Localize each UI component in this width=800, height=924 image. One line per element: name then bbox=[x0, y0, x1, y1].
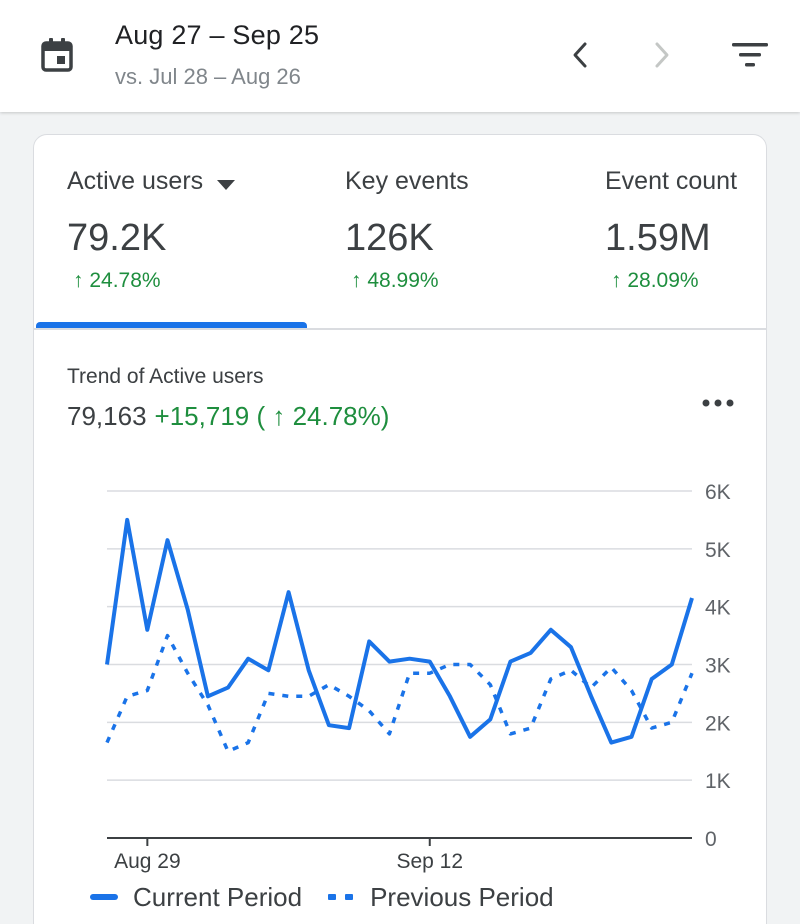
legend-swatch-solid bbox=[90, 894, 118, 900]
x-tick-label: Aug 29 bbox=[114, 850, 181, 873]
metric-change: ↑ 48.99% bbox=[351, 269, 439, 292]
trend-delta: +15,719 ( ↑ 24.78%) bbox=[154, 401, 390, 431]
y-tick-label: 0 bbox=[705, 828, 717, 851]
caret-down-icon[interactable] bbox=[217, 168, 236, 197]
chevron-right-icon bbox=[655, 42, 669, 68]
metric-value: 126K bbox=[345, 217, 434, 259]
previous-period-button[interactable] bbox=[563, 38, 597, 72]
metrics-card: Active users 79.2K ↑ 24.78% Key events 1… bbox=[33, 134, 767, 924]
date-range-title[interactable]: Aug 27 – Sep 25 bbox=[115, 20, 320, 50]
metric-tab-event-count[interactable]: Event count 1.59M ↑ 28.09% bbox=[605, 135, 766, 327]
tab-divider bbox=[34, 328, 766, 330]
series-line-current bbox=[105, 517, 694, 745]
legend-swatch-dotted bbox=[328, 894, 354, 900]
more-horiz-icon bbox=[702, 399, 734, 407]
trend-summary: 79,163 +15,719 ( ↑ 24.78%) bbox=[67, 401, 389, 432]
series-line-previous bbox=[105, 633, 694, 754]
y-tick-label: 4K bbox=[705, 597, 731, 620]
y-tick-label: 3K bbox=[705, 655, 731, 678]
date-range-header: Aug 27 – Sep 25 vs. Jul 28 – Aug 26 bbox=[0, 0, 800, 112]
metric-label: Key events bbox=[345, 167, 469, 195]
filter-icon bbox=[732, 43, 768, 67]
metric-value: 79.2K bbox=[67, 217, 167, 259]
chart-legend: Current Period Previous Period bbox=[89, 879, 578, 915]
trend-line-chart: 0 1K 2K 3K 4K 5K 6K Aug 29 Sep 12 bbox=[105, 481, 731, 873]
y-tick-label: 6K bbox=[705, 481, 731, 504]
trend-total: 79,163 bbox=[67, 401, 147, 431]
calendar-icon[interactable] bbox=[40, 37, 74, 73]
metric-label: Active users bbox=[67, 167, 236, 197]
metric-value: 1.59M bbox=[605, 217, 711, 259]
metric-tab-key-events[interactable]: Key events 126K ↑ 48.99% bbox=[345, 135, 585, 327]
comparison-range: vs. Jul 28 – Aug 26 bbox=[115, 64, 301, 89]
filter-button[interactable] bbox=[730, 40, 770, 70]
legend-label: Previous Period bbox=[370, 881, 554, 912]
more-options-button[interactable] bbox=[698, 391, 738, 415]
next-period-button[interactable] bbox=[645, 38, 679, 72]
y-tick-label: 5K bbox=[705, 539, 731, 562]
metric-change: ↑ 24.78% bbox=[73, 269, 161, 292]
legend-item-previous[interactable]: Previous Period bbox=[326, 882, 554, 913]
x-tick-label: Sep 12 bbox=[396, 850, 463, 873]
chevron-left-icon bbox=[573, 42, 587, 68]
selected-tab-indicator bbox=[36, 322, 307, 328]
metric-change: ↑ 28.09% bbox=[611, 269, 699, 292]
y-tick-label: 1K bbox=[705, 770, 731, 793]
metric-label: Event count bbox=[605, 167, 738, 195]
legend-label: Current Period bbox=[133, 881, 303, 912]
y-tick-label: 2K bbox=[705, 712, 731, 735]
trend-title: Trend of Active users bbox=[67, 365, 264, 388]
metric-tab-active-users[interactable]: Active users 79.2K ↑ 24.78% bbox=[67, 135, 327, 327]
legend-item-current[interactable]: Current Period bbox=[89, 882, 302, 913]
